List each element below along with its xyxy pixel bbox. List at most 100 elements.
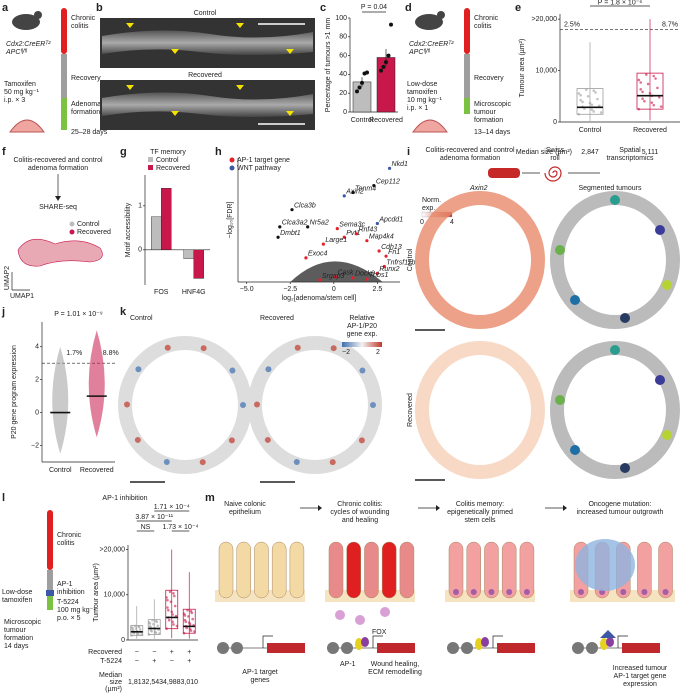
gene-label: Axin2 — [345, 189, 364, 196]
y-tick-label: 0 — [138, 247, 142, 254]
stage-label: tumour — [474, 109, 496, 116]
x-tick-label: Control — [351, 117, 374, 124]
mouse-genotype: APCᶠˡ/ᶠˡ — [5, 49, 28, 56]
x-axis-label: log₂[adenoma/stem cell] — [282, 295, 357, 302]
step-label: transcriptomics — [606, 155, 654, 162]
gene-label: AP-1 target — [242, 669, 277, 676]
point — [355, 89, 359, 94]
legend-label: Control — [77, 221, 100, 228]
immune-cell — [355, 615, 365, 625]
point-cloud — [644, 73, 648, 76]
median-title: Median — [99, 672, 122, 679]
stage-label: colitis — [474, 23, 492, 30]
gene-label: Exoc4 — [308, 251, 328, 258]
gene-label: Rnf43 — [358, 227, 377, 234]
step-label: Spatial — [619, 147, 641, 154]
gene — [377, 643, 415, 653]
point — [360, 80, 364, 85]
expression-spot — [164, 344, 171, 351]
row-label: T-5224 — [100, 658, 122, 665]
treatment-label: Tamoxifen — [4, 81, 36, 88]
point-cloud — [188, 627, 192, 631]
point-cloud — [656, 86, 659, 90]
crypt — [448, 541, 464, 599]
colorbar-title: Relative — [349, 315, 374, 322]
tf-ap1 — [475, 638, 483, 650]
stage-label: formation — [474, 117, 503, 124]
point-cloud — [187, 621, 191, 624]
y-axis-label: P20 gene program expression — [11, 345, 18, 439]
stage-header: Naive colonic — [224, 501, 266, 508]
point-cloud — [639, 81, 643, 84]
crypt — [236, 541, 251, 599]
primed-stem-cell — [641, 589, 648, 595]
y-tick-label: 4 — [35, 344, 39, 351]
legend-swatch — [229, 157, 235, 163]
stage-label: colitis — [57, 540, 75, 547]
point-cloud — [134, 627, 138, 630]
nucleosome — [231, 642, 243, 654]
row-value: + — [187, 658, 191, 665]
legend-label: WNT pathway — [237, 165, 281, 172]
point — [386, 53, 391, 58]
expression-spot — [294, 344, 301, 351]
tumour-segment — [655, 375, 665, 385]
outcome-label: AP-1 target gene — [614, 673, 667, 680]
annotation: P = 1.8 × 10⁻⁶ — [598, 0, 643, 6]
gene-label: Pvt1 — [346, 230, 360, 237]
tumour-segment — [620, 313, 630, 323]
panel-label: g — [120, 146, 127, 158]
point-cloud — [639, 88, 643, 91]
gene-label: Large1 — [325, 237, 347, 244]
mouse-genotype: Cdx2:CreERᵀ² — [6, 41, 51, 48]
point-cloud — [171, 620, 174, 624]
y-tick-label: 10,000 — [104, 592, 126, 599]
point-cloud — [136, 632, 139, 635]
umap-cloud — [17, 238, 103, 267]
stage-label: Chronic — [474, 15, 499, 22]
step-label: Colitis-recovered and control — [13, 157, 103, 164]
y-tick-label: 0 — [343, 109, 347, 116]
tumour-segment — [655, 225, 665, 235]
outcome-label: Increased tumour — [613, 665, 668, 672]
point — [365, 277, 369, 281]
y-tick-label: 100 — [335, 15, 347, 22]
stage-header: Chronic colitis: — [337, 501, 383, 508]
gene-label: Clca3a2 — [282, 220, 308, 227]
step-label: adenoma formation — [440, 155, 500, 162]
tissue-section — [248, 336, 382, 474]
y-tick-label: >20,000 — [100, 546, 126, 553]
expression-spot — [240, 402, 246, 408]
image-title: Control — [130, 315, 153, 322]
panel-label: h — [215, 146, 222, 158]
colorbar-title: gene exp. — [347, 331, 378, 338]
point — [321, 242, 325, 246]
gene-label: Cdh13 — [381, 244, 402, 251]
bar — [151, 216, 162, 251]
tf-label: AP-1 — [340, 661, 356, 668]
stage-label: Microscopic — [4, 619, 41, 626]
bar — [161, 187, 172, 250]
y-tick-label: 20 — [339, 90, 347, 97]
expression-spot — [200, 345, 207, 352]
crypt — [364, 541, 379, 599]
stage-label: Chronic — [57, 532, 82, 539]
mouse-icon — [12, 14, 40, 30]
row-value: + — [170, 649, 174, 656]
treatment-label: 10 mg kg⁻¹ — [407, 97, 442, 104]
tf-complex — [600, 630, 616, 638]
timeline-recovery — [464, 54, 470, 98]
bar — [193, 249, 204, 279]
treatment-label: 50 mg kg⁻¹ — [4, 89, 39, 96]
gene-label: Cask — [338, 270, 354, 277]
stage-label: tumour — [4, 627, 26, 634]
expression-spot — [359, 367, 366, 374]
tf-ap1 — [355, 638, 363, 650]
stage-label: Microscopic — [474, 101, 511, 108]
stage-header: stem cells — [464, 517, 496, 524]
panel-label: a — [2, 2, 9, 14]
chart-title: TF memory — [150, 149, 186, 156]
point-cloud — [596, 97, 599, 101]
timeline-tumour — [61, 98, 67, 130]
duration-label: 25–28 days — [71, 129, 108, 136]
